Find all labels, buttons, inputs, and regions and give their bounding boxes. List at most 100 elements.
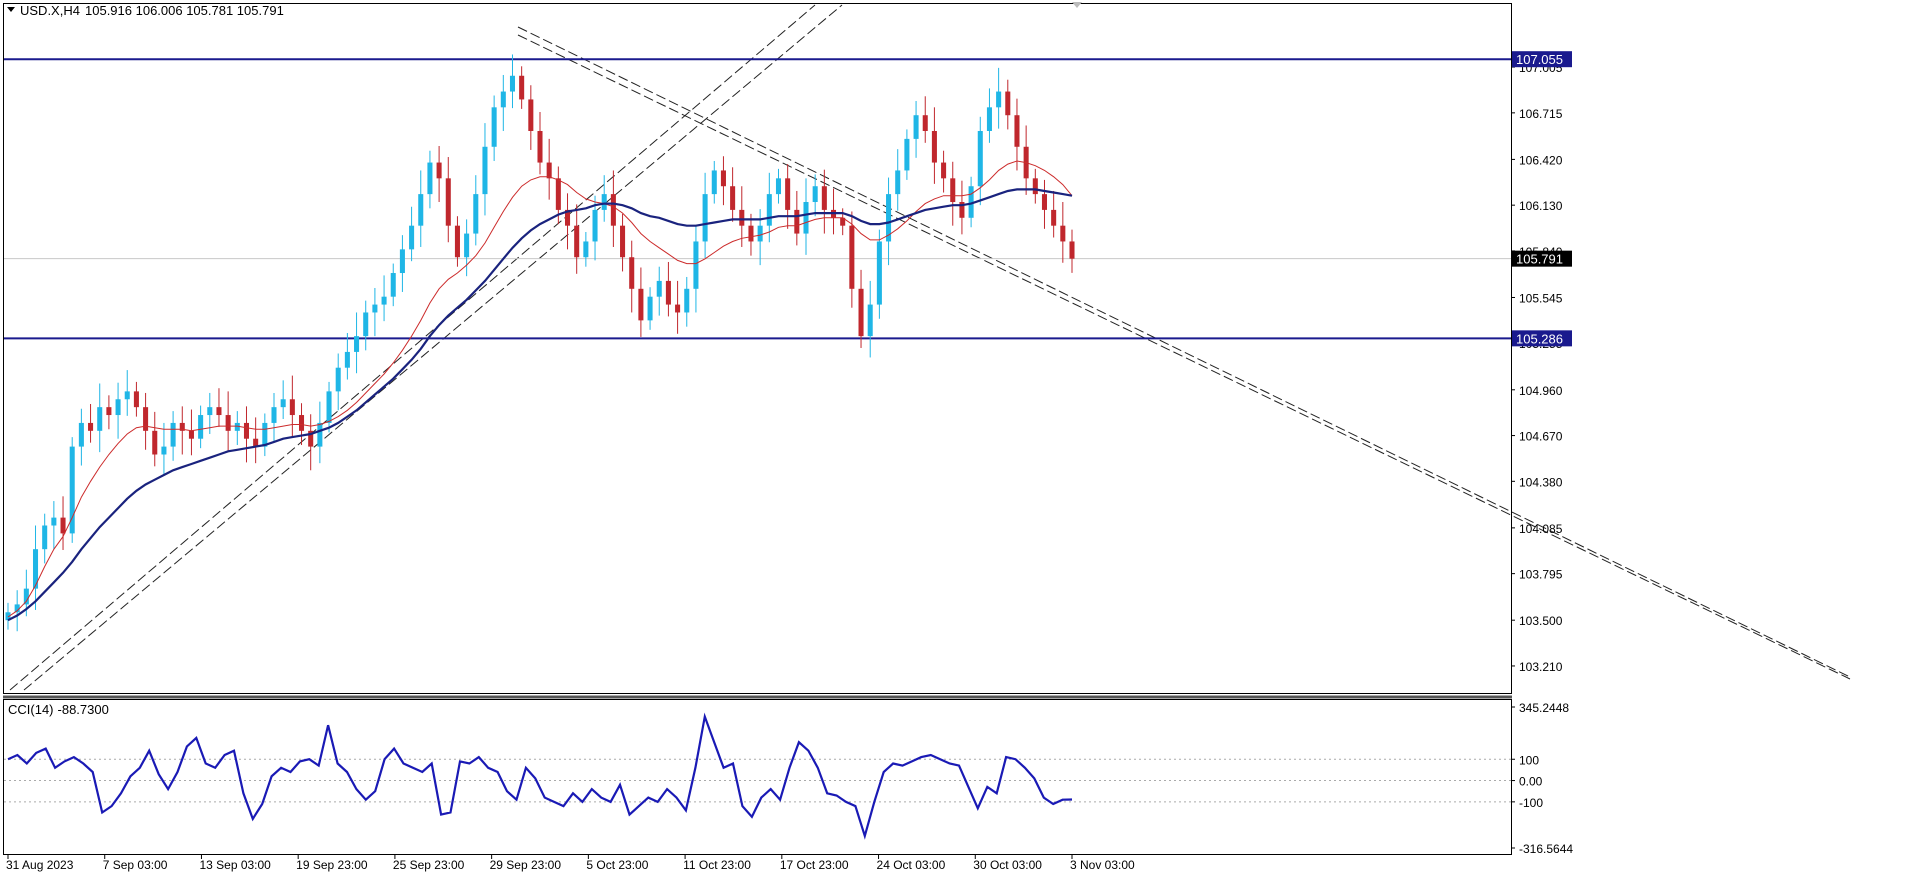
- candle-body[interactable]: [610, 194, 616, 226]
- candle-body[interactable]: [922, 115, 928, 131]
- candle-body[interactable]: [88, 422, 94, 431]
- candle-body[interactable]: [115, 399, 121, 416]
- candle-body[interactable]: [840, 217, 846, 226]
- candle-body[interactable]: [720, 170, 726, 187]
- candle-body[interactable]: [409, 225, 415, 250]
- candle-body[interactable]: [509, 75, 516, 92]
- candle-body[interactable]: [5, 612, 11, 621]
- candle-body[interactable]: [684, 288, 690, 313]
- candle-body[interactable]: [638, 288, 644, 321]
- candle-body[interactable]: [253, 438, 259, 447]
- fast-moving-average-line[interactable]: [7, 160, 1073, 618]
- candle-body[interactable]: [418, 194, 424, 226]
- candle-body[interactable]: [1041, 194, 1048, 210]
- candle-body[interactable]: [262, 422, 268, 447]
- candle-body[interactable]: [473, 194, 479, 234]
- candle-body[interactable]: [14, 604, 20, 613]
- dropdown-triangle-icon[interactable]: [7, 7, 15, 12]
- candle-body[interactable]: [739, 209, 745, 226]
- candle-body[interactable]: [959, 202, 965, 218]
- candle-body[interactable]: [730, 186, 736, 210]
- cci-line[interactable]: [7, 712, 1073, 840]
- candle-body[interactable]: [1051, 209, 1057, 226]
- candle-body[interactable]: [464, 233, 470, 258]
- candle-body[interactable]: [317, 422, 323, 447]
- candle-body[interactable]: [528, 99, 534, 131]
- candle-body[interactable]: [381, 296, 387, 305]
- candle-body[interactable]: [601, 194, 607, 210]
- candle-body[interactable]: [895, 170, 901, 195]
- candle-body[interactable]: [106, 407, 112, 416]
- candle-body[interactable]: [537, 130, 543, 163]
- candle-body[interactable]: [821, 186, 827, 210]
- candle-body[interactable]: [216, 407, 222, 416]
- candle-body[interactable]: [143, 407, 149, 431]
- candle-body[interactable]: [592, 209, 598, 242]
- candle-body[interactable]: [32, 549, 39, 589]
- candle-body[interactable]: [78, 422, 84, 447]
- candle-body[interactable]: [702, 194, 708, 242]
- candle-body[interactable]: [775, 178, 782, 195]
- slow-moving-average-line[interactable]: [7, 188, 1073, 622]
- candle-body[interactable]: [665, 280, 671, 305]
- candle-body[interactable]: [1005, 91, 1011, 116]
- candle-body[interactable]: [968, 186, 974, 218]
- scroll-marker-icon[interactable]: [1072, 2, 1082, 8]
- candle-body[interactable]: [858, 288, 864, 337]
- candle-body[interactable]: [243, 422, 250, 439]
- candle-body[interactable]: [308, 430, 314, 447]
- candle-body[interactable]: [675, 304, 681, 313]
- candle-body[interactable]: [886, 194, 892, 242]
- candle-body[interactable]: [950, 178, 956, 203]
- candle-body[interactable]: [344, 351, 350, 368]
- candle-body[interactable]: [500, 91, 506, 108]
- candle-body[interactable]: [482, 146, 488, 195]
- candle-body[interactable]: [794, 209, 800, 234]
- candle-body[interactable]: [326, 391, 332, 423]
- candle-body[interactable]: [1069, 241, 1075, 259]
- candle-body[interactable]: [445, 178, 451, 226]
- candle-body[interactable]: [629, 257, 635, 289]
- candle-body[interactable]: [546, 162, 552, 179]
- candle-body[interactable]: [133, 391, 139, 408]
- candle-body[interactable]: [913, 115, 919, 139]
- candle-body[interactable]: [766, 194, 772, 226]
- candle-body[interactable]: [207, 407, 213, 416]
- candle-body[interactable]: [60, 517, 66, 534]
- candle-body[interactable]: [234, 422, 240, 431]
- ascending-channel-line[interactable]: [23, 4, 843, 691]
- candle-body[interactable]: [271, 407, 277, 423]
- candle-body[interactable]: [555, 178, 561, 210]
- candle-body[interactable]: [519, 75, 525, 100]
- candle-body[interactable]: [298, 415, 305, 431]
- candle-body[interactable]: [849, 225, 855, 289]
- candle-body[interactable]: [454, 225, 460, 258]
- candle-body[interactable]: [876, 241, 882, 305]
- candle-body[interactable]: [977, 130, 983, 187]
- candle-body[interactable]: [152, 430, 158, 455]
- candle-body[interactable]: [620, 225, 626, 258]
- candle-body[interactable]: [280, 399, 286, 408]
- candle-body[interactable]: [198, 415, 204, 439]
- candle-body[interactable]: [289, 399, 295, 416]
- candle-body[interactable]: [785, 178, 791, 210]
- candle-body[interactable]: [188, 430, 194, 439]
- candle-body[interactable]: [757, 225, 763, 242]
- candle-body[interactable]: [23, 588, 29, 605]
- candle-body[interactable]: [179, 422, 185, 431]
- candle-body[interactable]: [986, 107, 992, 131]
- candle-body[interactable]: [372, 304, 378, 313]
- candle-body[interactable]: [803, 202, 809, 234]
- candle-body[interactable]: [390, 273, 396, 297]
- candle-body[interactable]: [97, 407, 103, 431]
- candle-body[interactable]: [436, 162, 442, 179]
- candle-body[interactable]: [1060, 225, 1066, 242]
- candle-body[interactable]: [427, 162, 433, 195]
- candle-body[interactable]: [69, 446, 75, 534]
- descending-channel-line[interactable]: [517, 26, 1851, 678]
- candle-body[interactable]: [996, 91, 1002, 108]
- candle-body[interactable]: [812, 186, 818, 203]
- candle-body[interactable]: [124, 391, 130, 400]
- candle-body[interactable]: [748, 225, 754, 242]
